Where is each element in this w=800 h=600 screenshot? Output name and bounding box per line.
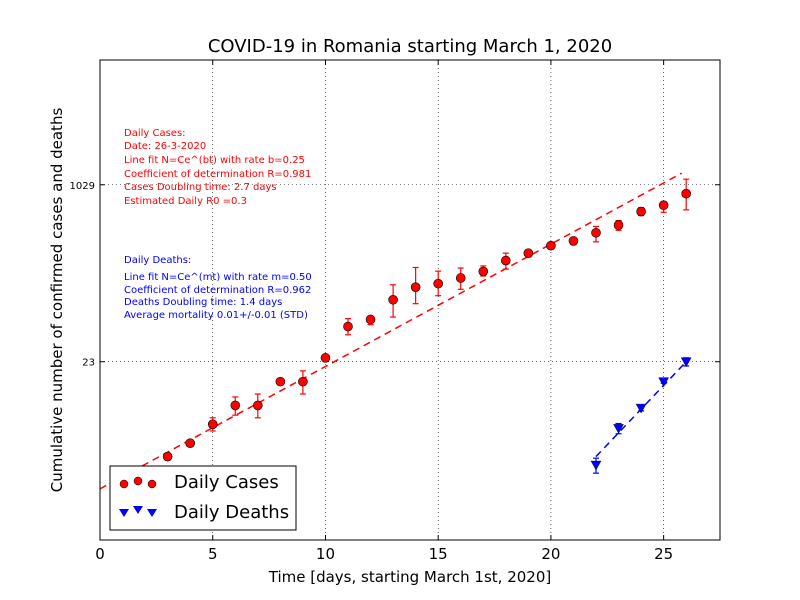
annotation-deaths-line: Line fit N=Ce^(mt) with rate m=0.50 <box>124 272 312 283</box>
annotation-cases-line: Cases Doubling time: 2.7 days <box>124 182 277 193</box>
legend-deaths-marker <box>147 509 157 517</box>
legend: Daily Cases Daily Deaths <box>109 465 297 531</box>
annotation-cases-line: Daily Cases: <box>124 128 186 139</box>
grid-layer <box>100 60 720 540</box>
cases-point <box>658 200 669 211</box>
x-tick-label: 20 <box>541 545 560 563</box>
legend-cases-marker <box>147 479 157 489</box>
legend-cases-marker <box>133 476 143 486</box>
cases-point <box>546 240 556 251</box>
cases-point <box>343 321 353 332</box>
x-axis-label: Time [days, starting March 1st, 2020] <box>268 568 551 586</box>
cases-point <box>636 206 646 217</box>
deaths-point <box>590 460 602 471</box>
cases-point <box>388 294 398 305</box>
cases-point <box>410 282 421 293</box>
y-tick-label: 1029 <box>70 181 95 192</box>
annotation-deaths-line: Daily Deaths: <box>124 255 191 266</box>
cases-point <box>613 220 624 230</box>
annotation-cases-line: Estimated Daily R0 =0.3 <box>124 196 247 207</box>
annotation-deaths-line: Average mortality 0.01+/-0.01 (STD) <box>124 310 308 321</box>
cases-point <box>253 400 263 411</box>
cases-point <box>523 248 534 258</box>
deaths-point <box>613 424 624 434</box>
cases-point <box>501 255 511 266</box>
x-tick-label: 10 <box>316 545 335 563</box>
deaths-point <box>658 377 669 388</box>
cases-point <box>681 188 691 199</box>
cases-point <box>275 376 286 387</box>
fit-line <box>99 172 683 490</box>
cases-point <box>433 278 443 289</box>
deaths-point <box>680 357 692 368</box>
x-tick-label: 25 <box>654 545 673 563</box>
annotation-cases-line: Date: 26-3-2020 <box>124 141 206 152</box>
cases-point <box>591 227 601 238</box>
legend-box <box>109 465 297 531</box>
cases-point <box>298 376 308 387</box>
cases-point <box>207 419 218 430</box>
annotation-cases: Daily Cases: Date: 26-3-2020 Line fit N=… <box>124 128 311 207</box>
legend-deaths-markers <box>119 506 157 517</box>
chart-title: COVID-19 in Romania starting March 1, 20… <box>208 36 612 57</box>
legend-cases-marker <box>119 479 129 489</box>
cases-point <box>185 438 195 448</box>
annotation-deaths-line: Deaths Doubling time: 1.4 days <box>124 297 282 308</box>
cases-point <box>320 353 331 363</box>
legend-deaths-marker <box>119 509 129 517</box>
annotation-cases-line: Coefficient of determination R=0.981 <box>124 169 311 180</box>
x-tick-label: 0 <box>95 545 105 563</box>
deaths-point <box>635 403 647 414</box>
x-tick-label: 5 <box>208 545 218 563</box>
annotation-deaths-line: Coefficient of determination R=0.962 <box>124 285 311 296</box>
y-tick-label: 23 <box>82 358 95 369</box>
legend-cases-label: Daily Cases <box>174 472 279 493</box>
y-axis-label: Cumulative number of confirmed cases and… <box>48 108 66 493</box>
cases-point <box>230 400 241 411</box>
annotation-cases-line: Line fit N=Ce^(bt) with rate b=0.25 <box>124 155 305 166</box>
cases-point <box>455 273 466 283</box>
legend-cases-markers <box>119 476 157 489</box>
cases-point <box>365 314 376 325</box>
tick-layer: 0 5 10 15 20 25 23 1029 <box>70 60 720 563</box>
legend-deaths-label: Daily Deaths <box>174 502 289 523</box>
x-tick-label: 15 <box>429 545 448 563</box>
marker-layer <box>162 188 692 471</box>
annotation-deaths: Daily Deaths: Line fit N=Ce^(mt) with ra… <box>124 255 312 321</box>
plot-frame <box>99 59 721 541</box>
plot-area <box>100 60 720 540</box>
cases-point <box>568 236 579 246</box>
cases-point <box>162 451 173 462</box>
cases-point <box>478 266 489 277</box>
legend-deaths-marker <box>133 506 143 514</box>
